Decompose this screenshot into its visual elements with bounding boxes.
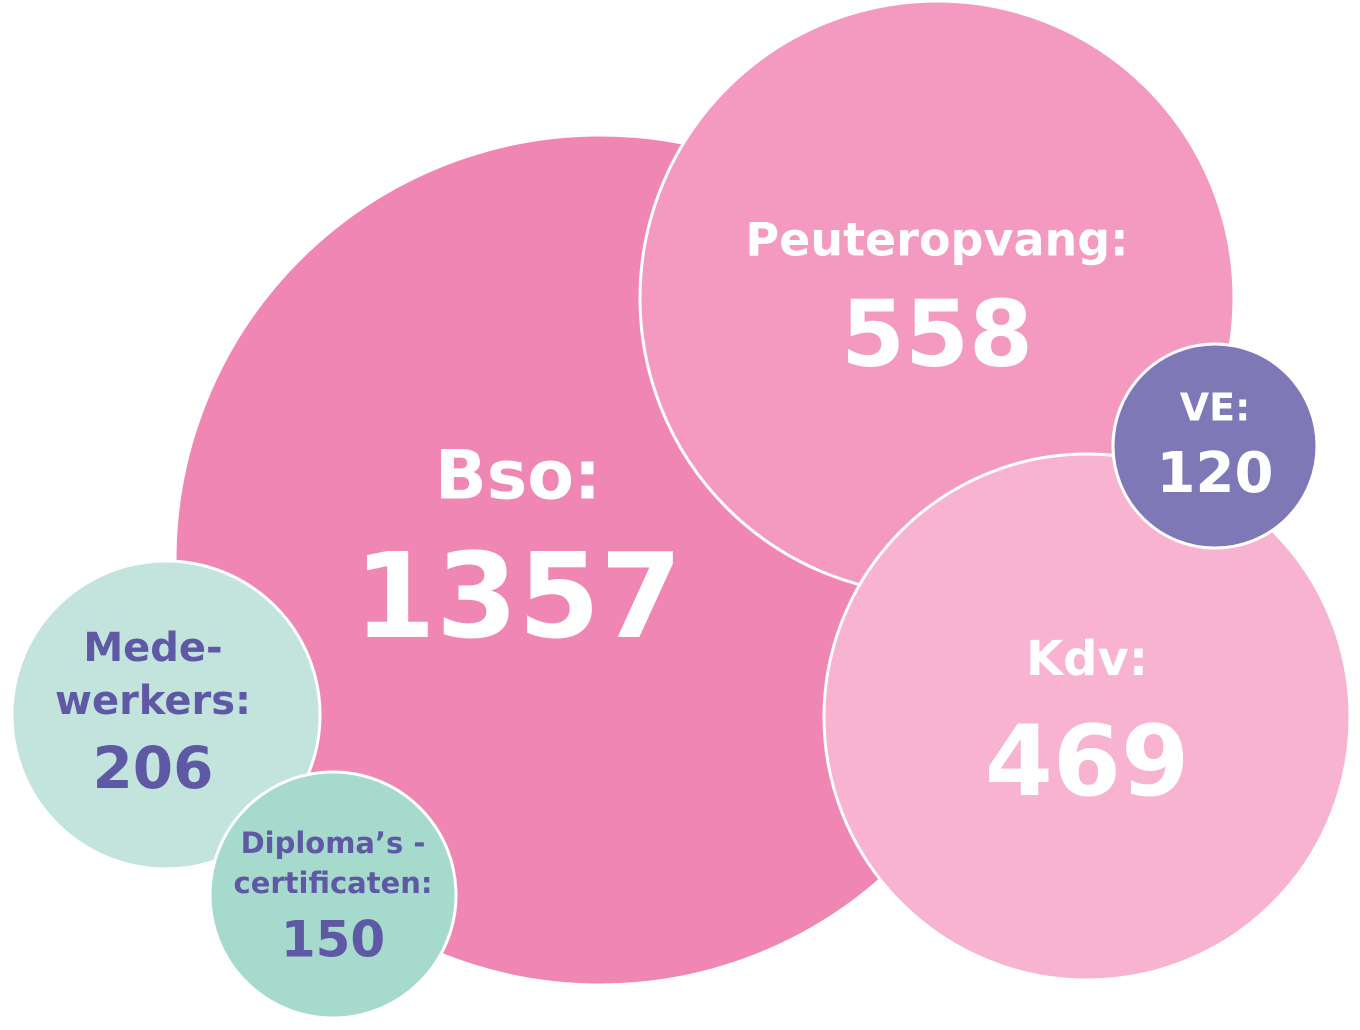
bubble-label: certificaten: [234,866,433,900]
bubble-label: werkers: [55,678,251,724]
bubble-label: VE: [1180,386,1251,430]
bubble-value: 1357 [354,527,682,665]
bubble-label: Kdv: [1026,631,1148,687]
bubble-label: Bso: [435,437,601,516]
bubble-label: Mede- [83,625,222,671]
bubble-label: Diploma’s - [241,826,426,860]
bubble-label: Peuteropvang: [745,213,1128,267]
bubble-value: 469 [985,705,1190,819]
bubble-value: 206 [92,734,213,802]
ve-bubble [1111,342,1319,550]
diplomas-bubble [208,770,458,1020]
bubble-value: 150 [281,911,385,969]
bubble-value: 558 [841,280,1033,387]
kdv-bubble [822,452,1352,982]
medewerkers-bubble [10,559,322,871]
bubble-value: 120 [1157,441,1274,506]
